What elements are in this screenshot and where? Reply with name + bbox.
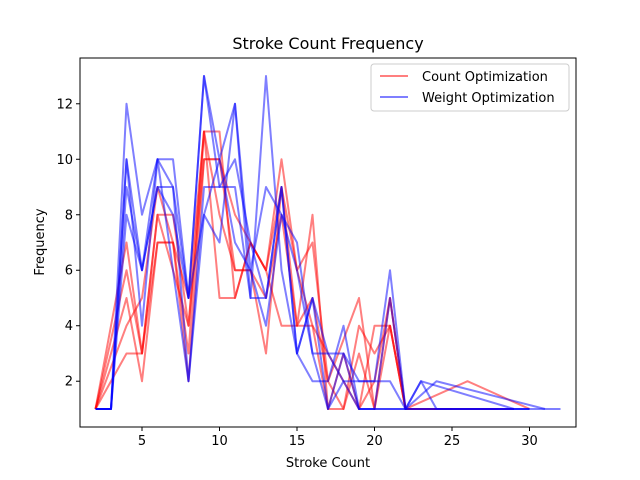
y-axis-ticks: 2 4 6 8 10 12 — [56, 97, 80, 390]
x-tick-label: 5 — [138, 434, 146, 449]
y-tick-label: 6 — [65, 264, 73, 279]
chart-title: Stroke Count Frequency — [232, 34, 423, 53]
x-tick-label: 30 — [521, 434, 538, 449]
x-tick-label: 25 — [444, 434, 461, 449]
axes-frame — [79, 57, 577, 428]
x-tick-label: 10 — [211, 434, 228, 449]
y-tick-label: 8 — [65, 208, 73, 223]
y-tick-label: 4 — [65, 319, 73, 334]
x-axis-label: Stroke Count — [286, 456, 370, 471]
y-tick-label: 12 — [56, 97, 73, 112]
legend-label-weight-optimization: Weight Optimization — [422, 91, 555, 106]
x-tick-label: 20 — [366, 434, 383, 449]
y-tick-label: 2 — [65, 375, 73, 390]
x-axis-ticks: 5 10 15 20 25 30 — [138, 427, 538, 449]
plot-lines — [94, 75, 561, 410]
y-tick-label: 10 — [56, 153, 73, 168]
x-tick-label: 15 — [289, 434, 306, 449]
weight-optimization-series-line-5 — [95, 158, 530, 410]
legend: Count Optimization Weight Optimization — [370, 63, 570, 112]
legend-box — [370, 63, 570, 112]
y-axis-label: Frequency — [33, 208, 48, 275]
weight-optimization-series-line-2 — [95, 75, 546, 410]
legend-label-count-optimization: Count Optimization — [422, 70, 548, 85]
